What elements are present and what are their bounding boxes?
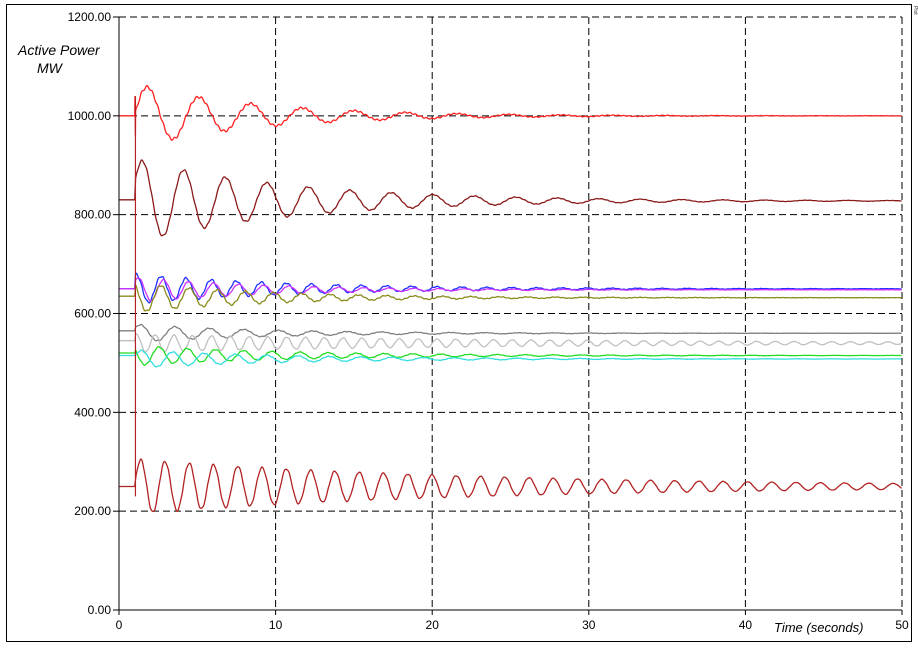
x-tick-label: 40 (739, 618, 753, 632)
x-tick-label: 50 (895, 618, 909, 632)
y-tick-label: 1200.00 (68, 10, 112, 24)
grid (119, 16, 903, 610)
chart-frame (6, 4, 912, 642)
series-line-9 (119, 349, 902, 368)
series-line-4 (119, 277, 902, 302)
series-line-2 (119, 159, 902, 237)
x-tick-label: 30 (582, 618, 596, 632)
axes (113, 16, 903, 615)
tick-labels: 0.00 200.00 400.00 600.00 800.00 1000.00 1200.… (68, 10, 909, 632)
y-axis-label-line1: Active Power (18, 42, 100, 58)
x-axis-label: Time (seconds) (774, 620, 864, 635)
series-line-10 (119, 458, 903, 513)
series-line-6 (119, 323, 902, 342)
series-line-7 (119, 333, 902, 353)
y-tick-label: 1000.00 (68, 109, 112, 123)
y-tick-label: 600.00 (74, 307, 111, 321)
series-group (119, 84, 903, 513)
y-axis-label-line2: MW (37, 60, 62, 76)
corner-tag: Plot (912, 6, 918, 15)
x-tick-label: 0 (116, 618, 123, 632)
y-tick-label: 200.00 (74, 504, 111, 518)
x-tick-label: 20 (426, 618, 440, 632)
series-line-8 (119, 346, 902, 366)
series-line-5 (119, 282, 902, 312)
y-tick-label: 0.00 (88, 603, 112, 617)
x-tick-label: 10 (269, 618, 283, 632)
series-line-1 (119, 84, 902, 142)
y-tick-label: 400.00 (74, 405, 111, 419)
y-tick-label: 800.00 (74, 208, 111, 222)
